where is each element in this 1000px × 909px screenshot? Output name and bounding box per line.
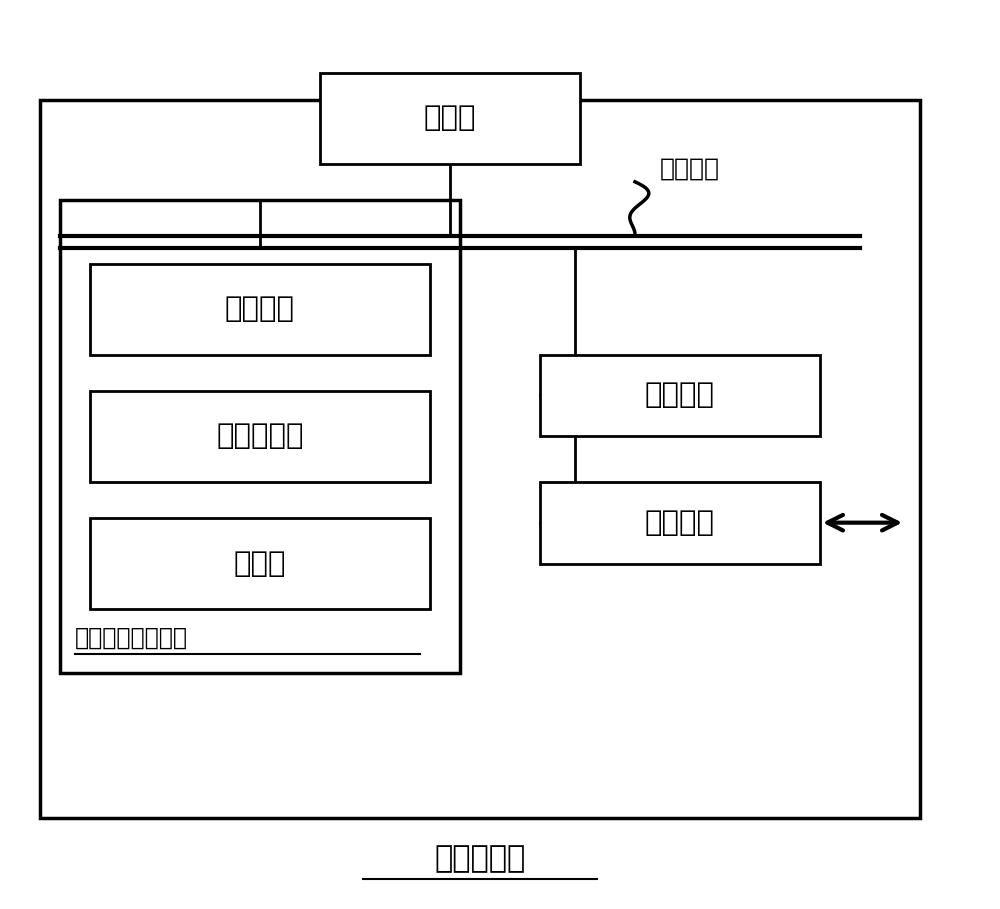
FancyBboxPatch shape	[90, 264, 430, 355]
FancyBboxPatch shape	[40, 100, 920, 818]
FancyBboxPatch shape	[90, 391, 430, 482]
FancyBboxPatch shape	[320, 73, 580, 164]
Text: 内存储器: 内存储器	[645, 382, 715, 409]
FancyBboxPatch shape	[60, 200, 460, 673]
Text: 系统总线: 系统总线	[660, 156, 720, 180]
Text: 非易失性存储介质: 非易失性存储介质	[75, 626, 188, 650]
FancyBboxPatch shape	[540, 355, 820, 436]
FancyBboxPatch shape	[540, 482, 820, 564]
FancyBboxPatch shape	[90, 518, 430, 609]
Text: 计算机程序: 计算机程序	[216, 423, 304, 450]
Text: 操作系统: 操作系统	[225, 295, 295, 323]
Text: 网络接口: 网络接口	[645, 509, 715, 536]
Text: 计算机设备: 计算机设备	[434, 844, 526, 874]
Text: 处理器: 处理器	[424, 105, 476, 132]
Text: 数据库: 数据库	[234, 550, 286, 577]
